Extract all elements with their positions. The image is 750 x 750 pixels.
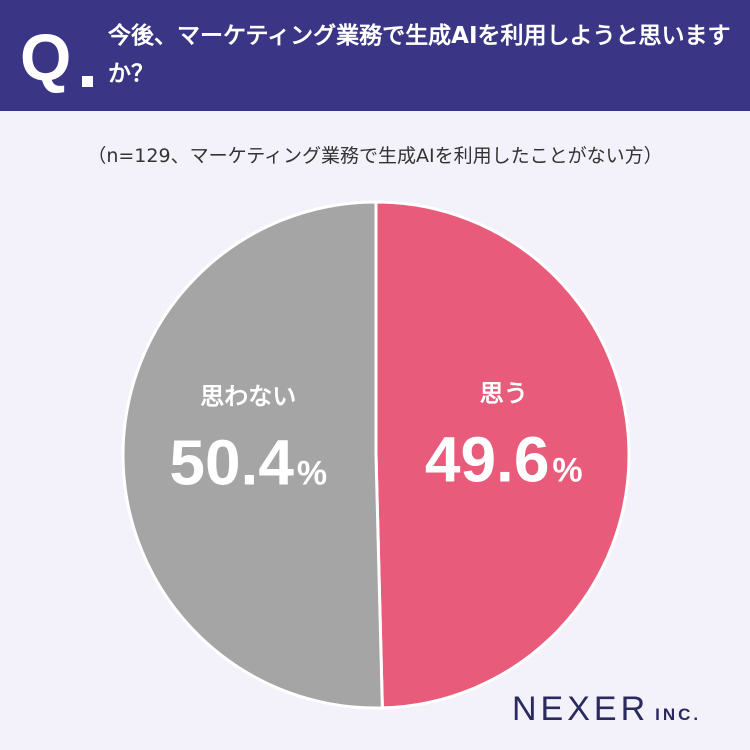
sample-note: （n=129、マーケティング業務で生成AIを利用したことがない方） xyxy=(87,145,663,167)
brand-name: NEXER xyxy=(512,690,650,728)
slice-label-1: 思わない xyxy=(200,383,296,411)
pie-slice-1 xyxy=(121,200,384,710)
question-text: 今後、マーケティング業務で生成AIを利用しようと思いますか？ xyxy=(108,23,731,87)
brand-logo: NEXER INC. xyxy=(512,690,701,729)
brand-suffix: INC. xyxy=(655,705,702,724)
header-bar: Q 今後、マーケティング業務で生成AIを利用しようと思いますか？ xyxy=(0,0,750,111)
q-mark: Q xyxy=(20,12,110,102)
slice-value-1: 50.4% xyxy=(169,427,327,499)
slice-label-0: 思う xyxy=(480,379,528,407)
q-letter: Q xyxy=(20,20,72,94)
pie-slice-0 xyxy=(374,200,631,710)
q-dot xyxy=(82,76,93,87)
slice-value-0: 49.6% xyxy=(425,423,583,495)
